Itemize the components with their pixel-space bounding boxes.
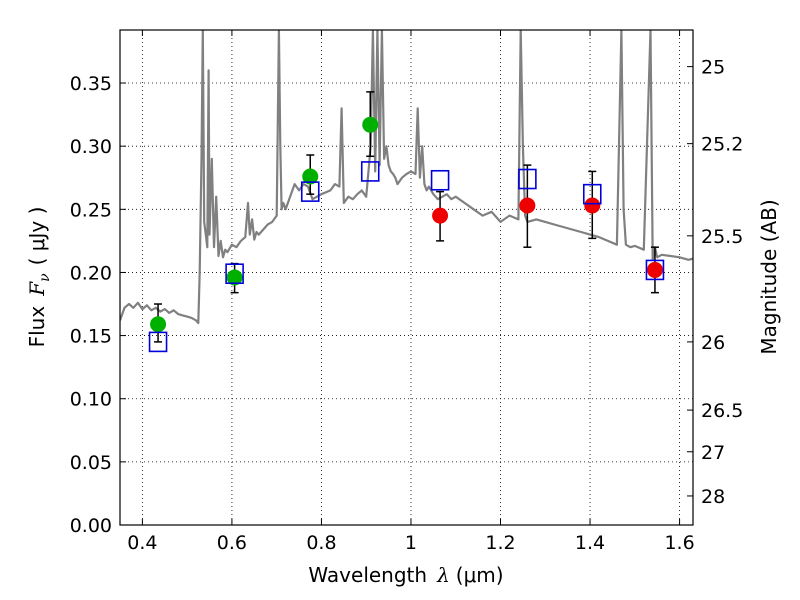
y-tick-label: 0.05 [70, 452, 112, 474]
plot-frame [119, 29, 694, 526]
data-markers [148, 91, 665, 353]
grid-lines [120, 30, 693, 525]
photometry-square [582, 183, 602, 205]
photometry-square [360, 161, 380, 182]
x-tick-label: 0.6 [217, 532, 247, 554]
spectrum-layer [120, 30, 693, 325]
data-point [226, 269, 243, 286]
photometry-square [300, 181, 320, 202]
y-tick-label: 0.00 [70, 515, 112, 537]
right-tick-label: 25 [701, 57, 725, 79]
spectrum-line [120, 30, 693, 325]
x-axis-ticks: 0.4 0.6 0.8 1 1.2 1.4 1.6 [127, 30, 695, 554]
right-tick-label: 27 [701, 442, 725, 464]
x-axis-label-unit: (μm) [456, 563, 504, 587]
x-tick-label: 1.4 [575, 532, 605, 554]
x-tick-label: 0.8 [306, 532, 336, 554]
data-point [584, 197, 601, 214]
photometry-square [430, 169, 450, 191]
x-axis-label: Wavelength λ (μm) [308, 563, 503, 587]
right-tick-label: 25.2 [701, 134, 743, 156]
data-point [150, 316, 167, 333]
y-axis-label-math: F [25, 281, 49, 297]
x-tick-label: 1 [405, 532, 417, 554]
y-tick-label: 0.10 [70, 389, 112, 411]
photometry-square [518, 168, 537, 190]
data-point [362, 116, 379, 133]
x-tick-label: 1.2 [485, 532, 515, 554]
y-tick-label: 0.25 [70, 199, 112, 221]
y-axis-label-unit: ( μJy ) [25, 207, 49, 266]
x-axis-label-math: λ [436, 563, 450, 587]
y-axis-ticks: 0.00 0.05 0.10 0.15 0.20 0.25 0.30 0.35 [70, 73, 126, 537]
right-tick-label: 26.5 [701, 400, 743, 422]
x-tick-label: 0.4 [127, 532, 157, 554]
data-point [646, 261, 663, 278]
photometry-square [645, 259, 665, 281]
data-point [519, 197, 536, 214]
right-axis-label: Magnitude (AB) [757, 199, 781, 354]
photometry-square [225, 263, 244, 285]
y-tick-label: 0.35 [70, 73, 112, 95]
y-tick-label: 0.30 [70, 136, 112, 158]
y-tick-label: 0.15 [70, 326, 112, 348]
y-tick-label: 0.20 [70, 262, 112, 284]
data-point [302, 168, 319, 185]
right-tick-label: 28 [701, 486, 725, 508]
x-tick-label: 1.6 [664, 532, 694, 554]
data-point [432, 207, 449, 224]
y-axis-label-text: Flux [25, 306, 49, 348]
right-axis-ticks: 25 25.2 25.5 26 26.5 27 28 [687, 57, 743, 508]
right-tick-label: 25.5 [701, 226, 743, 248]
right-tick-label: 26 [701, 332, 725, 354]
y-axis-label-math-sub: ν [37, 273, 53, 282]
x-axis-label-text: Wavelength [308, 563, 427, 587]
y-axis-label: Flux Fν ( μJy ) [25, 207, 53, 348]
photometry-square [148, 331, 168, 353]
